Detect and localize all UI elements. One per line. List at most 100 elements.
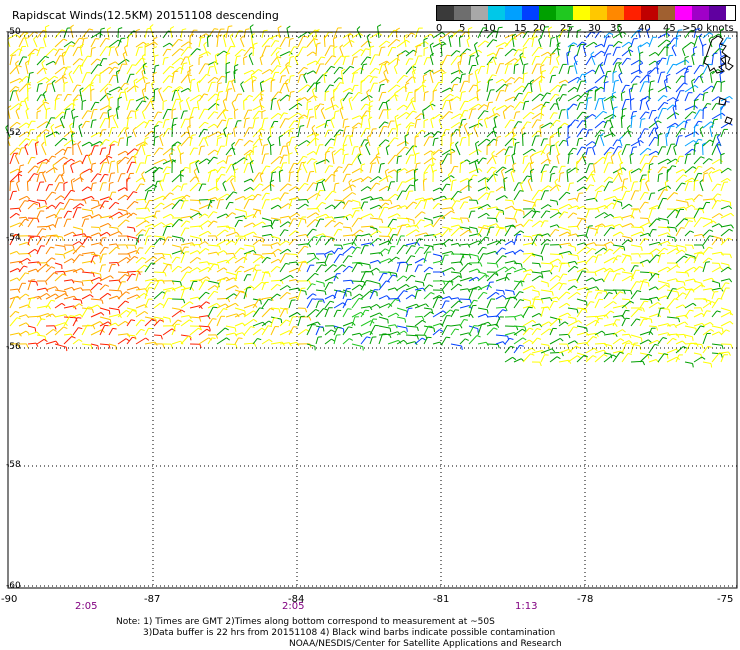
wind-barb-flag bbox=[630, 223, 634, 227]
wind-barb-flag bbox=[485, 212, 490, 217]
wind-barb bbox=[504, 199, 513, 202]
wind-barb bbox=[63, 41, 72, 48]
wind-barb-flag bbox=[610, 146, 615, 150]
wind-barb bbox=[450, 84, 455, 93]
wind-barb-flag bbox=[290, 55, 295, 58]
wind-barb-flag bbox=[218, 34, 223, 37]
wind-barb bbox=[324, 55, 333, 66]
wind-barb-flag bbox=[667, 85, 672, 90]
wind-barb bbox=[180, 56, 186, 66]
wind-barb bbox=[41, 144, 47, 156]
wind-barb bbox=[179, 154, 182, 165]
wind-barb-flag bbox=[431, 308, 434, 314]
wind-barb-flag bbox=[141, 171, 145, 175]
wind-barb-flag bbox=[331, 219, 336, 223]
wind-barb bbox=[693, 233, 702, 237]
wind-barb-flag bbox=[554, 178, 559, 183]
wind-barb-flag bbox=[434, 137, 439, 140]
wind-barb bbox=[648, 155, 655, 165]
wind-barb-flag bbox=[221, 166, 226, 169]
wind-barb bbox=[666, 126, 671, 138]
wind-barb bbox=[567, 285, 575, 291]
wind-barb-flag bbox=[448, 228, 453, 231]
wind-barb bbox=[45, 204, 53, 210]
wind-barb-flag bbox=[592, 144, 597, 149]
wind-barb bbox=[414, 129, 423, 138]
wind-barb bbox=[243, 69, 253, 75]
wind-barb-flag bbox=[321, 201, 326, 205]
wind-barb-flag bbox=[366, 33, 371, 37]
wind-barb bbox=[225, 231, 237, 237]
wind-barb bbox=[630, 111, 634, 120]
wind-barb bbox=[387, 110, 389, 120]
wind-barb bbox=[135, 229, 143, 237]
wind-barb bbox=[513, 209, 518, 219]
wind-barb bbox=[117, 256, 127, 264]
wind-barb-flag bbox=[702, 142, 707, 145]
wind-barb bbox=[45, 60, 54, 66]
wind-barb-flag bbox=[474, 68, 479, 72]
wind-barb-flag bbox=[239, 237, 244, 239]
wind-barb bbox=[459, 305, 470, 309]
wind-barb bbox=[405, 224, 417, 228]
wind-barb bbox=[90, 204, 102, 210]
wind-barb-flag bbox=[231, 142, 236, 146]
wind-barb bbox=[351, 146, 355, 156]
wind-barb bbox=[99, 292, 108, 300]
wind-barb bbox=[594, 299, 600, 309]
wind-barb bbox=[342, 192, 353, 201]
wind-barb bbox=[189, 29, 194, 39]
wind-barb-flag bbox=[701, 284, 706, 288]
wind-barb-flag bbox=[690, 289, 695, 291]
wind-barb bbox=[162, 119, 166, 129]
wind-barb-flag bbox=[546, 56, 551, 59]
wind-barb bbox=[531, 298, 542, 301]
wind-barb bbox=[243, 29, 247, 39]
wind-barb-flag bbox=[204, 121, 209, 125]
wind-barb-flag bbox=[221, 174, 226, 176]
wind-barb-flag bbox=[100, 274, 102, 279]
wind-barb bbox=[691, 55, 695, 66]
wind-barb bbox=[162, 213, 171, 219]
wind-barb bbox=[486, 262, 497, 265]
wind-barb bbox=[366, 137, 371, 147]
wind-barb bbox=[621, 235, 632, 239]
wind-barb bbox=[252, 298, 261, 301]
wind-barb bbox=[261, 296, 272, 300]
wind-barb bbox=[288, 129, 291, 138]
wind-barb-flag bbox=[673, 144, 678, 148]
wind-barb bbox=[450, 50, 457, 57]
wind-barb bbox=[9, 182, 11, 192]
wind-barb-flag bbox=[429, 136, 434, 138]
wind-barb bbox=[261, 217, 272, 222]
wind-barb bbox=[72, 160, 81, 165]
wind-barb bbox=[466, 39, 470, 48]
wind-barb-flag bbox=[623, 290, 626, 295]
wind-barb bbox=[513, 65, 516, 75]
wind-barb-flag bbox=[144, 264, 149, 268]
wind-barb bbox=[162, 148, 172, 156]
wind-barb bbox=[252, 281, 263, 291]
wind-barb bbox=[198, 276, 207, 282]
wind-barb bbox=[351, 122, 359, 129]
wind-barb bbox=[621, 275, 631, 282]
wind-barb bbox=[573, 57, 578, 66]
wind-barb bbox=[333, 199, 344, 202]
wind-barb-flag bbox=[69, 45, 74, 47]
wind-barb bbox=[711, 169, 721, 174]
wind-barb-flag bbox=[206, 276, 211, 280]
wind-barb bbox=[243, 140, 250, 147]
wind-barb-flag bbox=[213, 290, 219, 293]
wind-barb bbox=[193, 170, 200, 183]
wind-barb-flag bbox=[316, 193, 321, 197]
wind-barb-flag bbox=[424, 46, 429, 50]
wind-barb bbox=[297, 243, 309, 246]
wind-barb-flag bbox=[368, 116, 373, 120]
wind-barb-flag bbox=[215, 52, 219, 56]
wind-barb bbox=[198, 158, 207, 165]
wind-barb bbox=[396, 205, 406, 210]
wind-barb bbox=[468, 109, 473, 120]
wind-barb-flag bbox=[395, 27, 401, 31]
wind-barb-flag bbox=[395, 273, 398, 278]
wind-barb bbox=[63, 249, 75, 255]
